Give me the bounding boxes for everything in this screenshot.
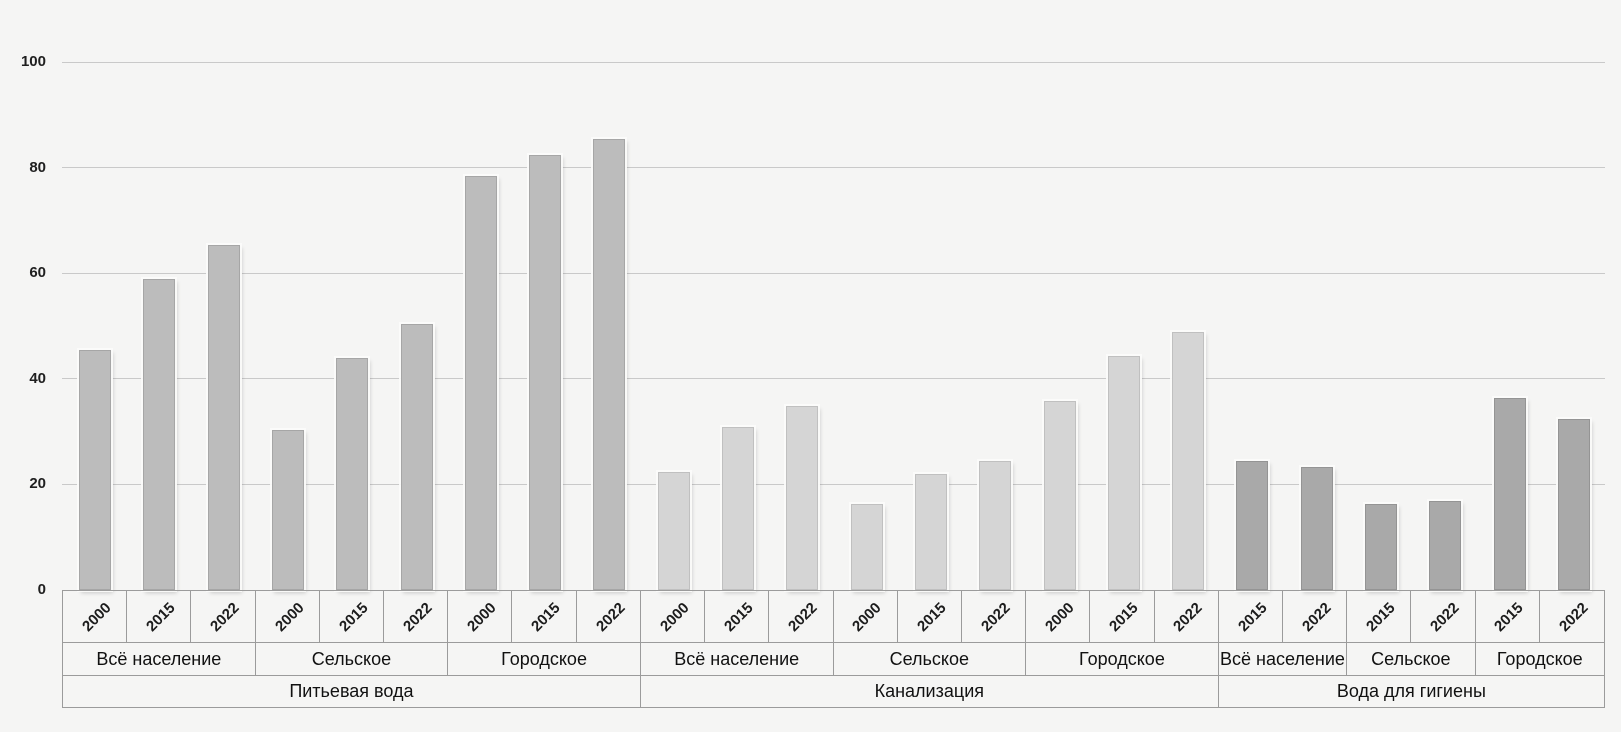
year-cell-2015: 2015 bbox=[705, 591, 770, 643]
y-tick-label-20: 20 bbox=[29, 475, 46, 493]
y-tick-label-80: 80 bbox=[29, 158, 46, 176]
bar-Канализация-Городское-2000 bbox=[1043, 400, 1076, 590]
year-cell-2015-label: 2015 bbox=[1363, 599, 1399, 636]
year-cell-2015-label: 2015 bbox=[720, 599, 757, 636]
year-cell-2015: 2015 bbox=[1218, 591, 1283, 643]
year-cell-2022-label: 2022 bbox=[977, 599, 1014, 636]
bar-Вода для гигиены-Всё население-2015 bbox=[1236, 461, 1269, 590]
year-cell-2015-label: 2015 bbox=[528, 599, 564, 636]
group-cell-Городское: Городское bbox=[448, 643, 641, 676]
bar-Вода для гигиены-Городское-2022 bbox=[1557, 419, 1590, 590]
bar-Канализация-Сельское-2000 bbox=[850, 503, 883, 590]
year-cell-2000-label: 2000 bbox=[656, 599, 693, 636]
bar-Питьевая вода-Сельское-2022 bbox=[400, 324, 433, 590]
group-cell-Сельское: Сельское bbox=[255, 643, 449, 676]
year-cell-2022-label: 2022 bbox=[207, 599, 243, 636]
year-cell-2022: 2022 bbox=[1154, 591, 1219, 643]
gridline-y-100 bbox=[62, 61, 1605, 63]
year-cell-2000: 2000 bbox=[1026, 591, 1091, 643]
year-cell-2022-label: 2022 bbox=[399, 599, 436, 636]
year-cell-2015: 2015 bbox=[1475, 591, 1540, 643]
year-cell-2000-label: 2000 bbox=[271, 599, 308, 636]
year-cell-2022-label: 2022 bbox=[592, 599, 629, 636]
year-cell-2022-label: 2022 bbox=[1170, 599, 1207, 636]
bar-Канализация-Всё население-2015 bbox=[722, 426, 755, 590]
group-cell-Городское: Городское bbox=[1026, 643, 1219, 676]
group-cell-Всё население: Всё население bbox=[1218, 643, 1348, 676]
year-cell-2000-label: 2000 bbox=[464, 599, 500, 636]
bar-Вода для гигиены-Всё население-2022 bbox=[1300, 466, 1333, 590]
year-cell-2015-label: 2015 bbox=[1491, 599, 1528, 636]
y-tick-label-60: 60 bbox=[29, 264, 46, 282]
y-tick-label-0: 0 bbox=[37, 581, 46, 598]
year-cell-2022-label: 2022 bbox=[785, 599, 821, 636]
year-cell-2015: 2015 bbox=[897, 591, 962, 643]
plot-area bbox=[62, 61, 1605, 591]
bar-Питьевая вода-Сельское-2015 bbox=[336, 358, 369, 590]
section-cell-Вода для гигиены: Вода для гигиены bbox=[1336, 681, 1486, 701]
year-cell-2022: 2022 bbox=[576, 591, 641, 643]
year-cell-2000: 2000 bbox=[448, 591, 513, 643]
year-cell-2000-label: 2000 bbox=[1042, 599, 1078, 636]
bar-Канализация-Городское-2022 bbox=[1172, 331, 1205, 590]
bar-Питьевая вода-Всё население-2015 bbox=[143, 279, 176, 590]
bar-Канализация-Всё население-2000 bbox=[657, 471, 690, 590]
group-cell-Всё население: Всё население bbox=[640, 643, 834, 676]
bar-Вода для гигиены-Городское-2015 bbox=[1493, 397, 1526, 590]
year-cell-2022-label: 2022 bbox=[1427, 599, 1463, 636]
year-cell-2015: 2015 bbox=[1090, 591, 1155, 643]
year-cell-2022: 2022 bbox=[1411, 591, 1476, 643]
bar-Канализация-Городское-2015 bbox=[1107, 355, 1140, 590]
group-cell-Городское: Городское bbox=[1475, 643, 1604, 676]
section-cell-Питьевая вода: Питьевая вода bbox=[63, 676, 641, 707]
year-cell-2022: 2022 bbox=[1539, 591, 1604, 643]
year-cell-2000: 2000 bbox=[63, 591, 128, 643]
year-cell-2000-label: 2000 bbox=[78, 599, 115, 636]
year-cell-2022: 2022 bbox=[961, 591, 1027, 643]
bar-Питьевая вода-Городское-2022 bbox=[593, 139, 626, 590]
year-cell-2015-label: 2015 bbox=[143, 599, 179, 636]
bar-Питьевая вода-Городское-2015 bbox=[529, 155, 562, 590]
y-tick-label-100: 100 bbox=[20, 53, 46, 70]
year-cell-2015: 2015 bbox=[512, 591, 577, 643]
bar-Вода для гигиены-Сельское-2022 bbox=[1429, 500, 1462, 590]
gridline-y-40 bbox=[62, 378, 1605, 380]
year-cell-2000-label: 2000 bbox=[849, 599, 886, 636]
year-cell-2000: 2000 bbox=[833, 591, 898, 643]
year-cell-2022-label: 2022 bbox=[1556, 599, 1592, 636]
gridline-y-20 bbox=[62, 483, 1605, 485]
group-cell-Сельское: Сельское bbox=[833, 643, 1027, 676]
year-cell-2015-label: 2015 bbox=[1234, 599, 1271, 636]
bar-Питьевая вода-Всё население-2022 bbox=[207, 244, 240, 590]
year-cell-2000: 2000 bbox=[255, 591, 320, 643]
year-cell-2015: 2015 bbox=[1347, 591, 1412, 643]
year-cell-2015: 2015 bbox=[319, 591, 385, 643]
bar-Питьевая вода-Сельское-2000 bbox=[272, 429, 305, 590]
group-cell-Сельское: Сельское bbox=[1347, 643, 1476, 676]
bar-Питьевая вода-Городское-2000 bbox=[464, 176, 497, 590]
year-cell-2022: 2022 bbox=[191, 591, 256, 643]
year-cell-2022-label: 2022 bbox=[1298, 599, 1335, 636]
year-cell-2015-label: 2015 bbox=[913, 599, 950, 636]
group-cell-Всё население: Всё население bbox=[63, 643, 256, 676]
year-cell-2022: 2022 bbox=[769, 591, 834, 643]
bar-Канализация-Всё население-2022 bbox=[786, 405, 819, 590]
y-tick-label-40: 40 bbox=[29, 369, 46, 387]
year-cell-2015: 2015 bbox=[127, 591, 192, 643]
bar-Вода для гигиены-Сельское-2015 bbox=[1364, 503, 1397, 590]
bar-Канализация-Сельское-2015 bbox=[914, 474, 947, 590]
section-cell-Канализация: Канализация bbox=[641, 676, 1219, 707]
year-cell-2022: 2022 bbox=[384, 591, 449, 643]
year-cell-2022: 2022 bbox=[1282, 591, 1348, 643]
year-cell-2015-label: 2015 bbox=[1106, 599, 1142, 636]
year-cell-2000: 2000 bbox=[640, 591, 706, 643]
bar-Питьевая вода-Всё население-2000 bbox=[79, 350, 112, 590]
category-axis-table: 2000 2015 2022 2000 2015 2022 2000 2015 2022 2000… bbox=[62, 590, 1605, 708]
gridline-y-60 bbox=[62, 272, 1605, 274]
year-cell-2015-label: 2015 bbox=[335, 599, 372, 636]
gridline-y-80 bbox=[62, 167, 1605, 169]
bar-Канализация-Сельское-2022 bbox=[979, 461, 1012, 590]
